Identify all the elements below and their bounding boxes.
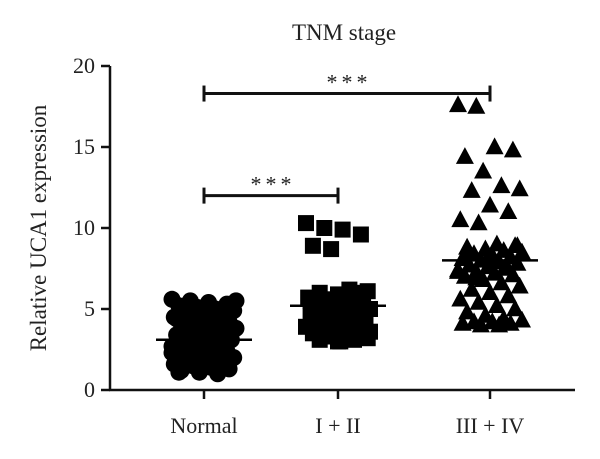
y-tick-label: 0 xyxy=(84,377,95,402)
data-point-triangle xyxy=(451,289,470,307)
data-point-square xyxy=(316,220,333,236)
data-point-triangle xyxy=(453,314,472,331)
chart-title: TNM stage xyxy=(292,20,396,45)
data-point-triangle xyxy=(469,292,488,310)
data-point-triangle xyxy=(462,280,481,297)
data-point-triangle xyxy=(478,249,497,266)
mean-lines xyxy=(156,259,538,342)
data-point-triangle xyxy=(455,147,474,164)
data-point-triangle xyxy=(508,236,527,253)
x-tick-label: I + II xyxy=(315,413,360,438)
data-point-circle xyxy=(163,344,181,362)
data-point-triangle xyxy=(492,176,511,194)
data-point-circle xyxy=(197,300,215,318)
data-point-triangle xyxy=(485,263,504,281)
data-point-triangle xyxy=(503,265,522,283)
data-point-triangle xyxy=(497,255,515,273)
data-point-square xyxy=(350,286,367,303)
data-point-square xyxy=(298,215,314,232)
data-point-square xyxy=(352,226,369,243)
significance-label: *** xyxy=(251,172,296,197)
data-point-circle xyxy=(218,358,236,376)
data-point-triangle xyxy=(449,262,467,279)
data-point-square xyxy=(343,318,360,335)
data-point-circle xyxy=(193,334,211,352)
data-point-square xyxy=(357,312,374,329)
data-point-triangle xyxy=(467,96,486,114)
data-point-triangle xyxy=(510,276,529,294)
data-point-circle xyxy=(204,319,222,337)
data-point-square xyxy=(346,331,362,348)
data-point-triangle xyxy=(503,140,522,158)
x-tick-label: III + IV xyxy=(456,413,525,438)
y-tick-label: 10 xyxy=(73,215,95,240)
data-point-triangle xyxy=(451,210,470,228)
significance-label: *** xyxy=(327,70,372,95)
data-point-triangle xyxy=(485,137,504,155)
data-point-triangle xyxy=(471,315,490,333)
data-point-circle xyxy=(200,354,218,371)
data-point-circle xyxy=(168,310,186,328)
data-point-circle xyxy=(222,324,240,342)
data-point-triangle xyxy=(501,314,520,331)
data-point-circle xyxy=(170,363,188,381)
significance-annotations: *** *** xyxy=(202,70,492,204)
data-point-square xyxy=(323,241,340,258)
data-point-triangle xyxy=(492,273,511,291)
data-point-triangle xyxy=(460,242,479,260)
data-points xyxy=(163,95,531,383)
data-point-square xyxy=(327,325,344,342)
data-point-square xyxy=(309,318,326,335)
data-point-triangle xyxy=(481,195,499,213)
data-point-triangle xyxy=(510,179,529,197)
data-point-circle xyxy=(227,292,245,310)
data-point-circle xyxy=(181,349,199,367)
data-point-circle xyxy=(216,305,234,323)
data-point-triangle xyxy=(449,95,467,113)
data-point-triangle xyxy=(469,213,488,231)
data-point-circle xyxy=(174,329,192,347)
data-point-square xyxy=(339,305,356,322)
y-tick-label: 15 xyxy=(73,134,95,159)
data-point-triangle xyxy=(481,283,499,300)
data-point-triangle xyxy=(467,268,486,286)
data-point-square xyxy=(304,237,321,254)
data-point-square xyxy=(320,299,337,316)
y-tick-label: 20 xyxy=(73,53,95,78)
data-point-square xyxy=(334,221,351,238)
data-point-triangle xyxy=(499,286,518,304)
y-axis-label: Relative UCA1 expression xyxy=(26,104,51,351)
data-point-triangle xyxy=(474,161,493,179)
data-point-circle xyxy=(186,315,204,333)
x-tick-label: Normal xyxy=(170,413,237,438)
data-point-triangle xyxy=(513,310,531,328)
axes: 0 5 10 15 20 Normal I + II III + IV xyxy=(73,53,575,438)
data-point-triangle xyxy=(487,296,506,313)
data-point-circle xyxy=(179,295,197,313)
data-point-circle xyxy=(211,339,229,357)
data-point-triangle xyxy=(499,202,518,219)
y-tick-label: 5 xyxy=(84,296,95,321)
data-point-triangle xyxy=(490,315,509,333)
data-point-triangle xyxy=(506,299,525,317)
data-point-triangle xyxy=(462,181,481,198)
